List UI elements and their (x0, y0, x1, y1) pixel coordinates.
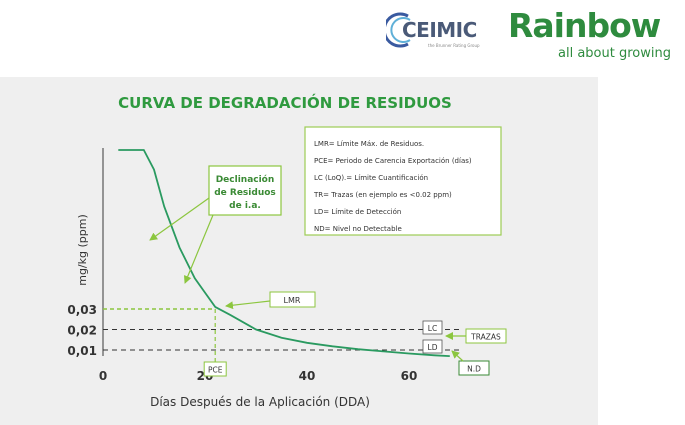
y-tick-label: 0,02 (67, 324, 97, 338)
reference-lines (103, 308, 460, 351)
lmr-callout: LMR (225, 291, 316, 310)
decline-callout-box (208, 165, 282, 216)
rainbow-logo-text: Rainbow (508, 6, 661, 45)
x-tick-labels: 0204060 (99, 369, 418, 383)
definitions-legend: LMR= Límite Máx. de Residuos. PCE= Period… (304, 126, 502, 236)
legend-entry: TR= Trazas (en ejemplo es <0.02 ppm) (313, 191, 452, 199)
decline-callout-line-2: de Residuos (214, 188, 276, 198)
ld-label: LD (428, 343, 438, 352)
x-tick-label: 40 (299, 369, 316, 383)
ceimic-logo: CEIMIC the Brunner Rating Group (386, 8, 486, 58)
nd-arrow (451, 350, 464, 362)
legend-entry: PCE= Periodo de Carencia Exportación (dí… (314, 157, 472, 165)
decline-arrow-upper (149, 197, 210, 241)
ceimic-ring-icon (386, 12, 411, 48)
legend-entry: LD= Límite de Detección (314, 208, 401, 216)
y-tick-labels: 0,01 0,02 0,03 (67, 303, 97, 358)
ld-marker: LD (422, 339, 443, 354)
pce-box (203, 361, 227, 377)
lc-label: LC (428, 324, 437, 333)
x-tick-label: 60 (401, 369, 418, 383)
pce-label: PCE (208, 366, 223, 375)
lc-box (422, 320, 443, 335)
lc-marker: LC (422, 320, 443, 335)
x-axis-label: Días Después de la Aplicación (DDA) (150, 395, 370, 409)
degradation-curve (118, 149, 450, 357)
rainbow-logo: Rainbow all about growing (506, 6, 676, 66)
decline-callout-line-1: Declinación (216, 174, 275, 185)
y-tick-label: 0,03 (67, 303, 97, 317)
y-axis-label: mg/kg (ppm) (76, 214, 89, 286)
decline-callout-line-3: de i.a. (229, 201, 261, 211)
x-tick-label: 0 (99, 369, 107, 383)
ceimic-logo-tagline: the Brunner Rating Group (428, 43, 480, 48)
nd-label: N.D (467, 365, 481, 374)
legend-entry: LC (LoQ).= Límite Cuantificación (314, 174, 428, 182)
y-tick-label: 0,01 (67, 344, 97, 358)
nd-callout: N.D (451, 350, 490, 376)
rainbow-logo-tagline: all about growing (558, 46, 671, 61)
lmr-callout-box (269, 291, 316, 308)
chart-title: CURVA DE DEGRADACIÓN DE RESIDUOS (118, 93, 452, 112)
trazas-label: TRAZAS (470, 333, 501, 342)
decline-callout: Declinación de Residuos de i.a. (149, 165, 282, 284)
ceimic-logo-text: CEIMIC (402, 18, 477, 42)
legend-entry: ND= Nivel no Detectable (314, 225, 402, 233)
pce-marker: PCE (203, 361, 227, 377)
decline-arrow-lower (183, 214, 214, 284)
legend-entry: LMR= Límite Máx. de Residuos. (314, 140, 424, 148)
ld-box (422, 339, 443, 354)
nd-box (458, 360, 490, 376)
lmr-callout-label: LMR (284, 296, 301, 305)
lmr-arrow (225, 300, 271, 310)
trazas-callout: TRAZAS (445, 328, 507, 344)
legend-box (304, 126, 502, 236)
